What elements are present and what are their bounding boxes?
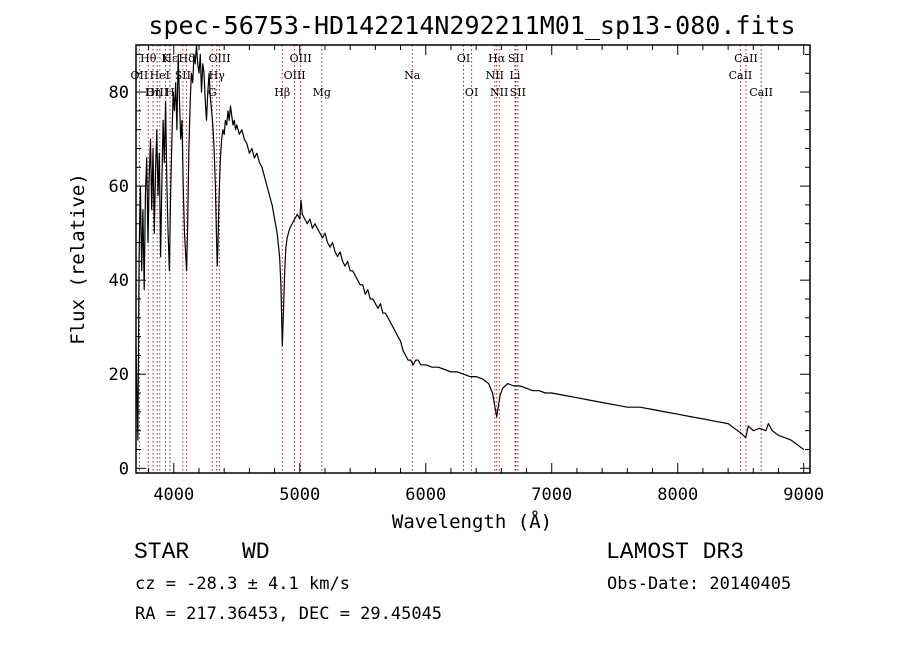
flux-line-0 — [135, 44, 805, 450]
object-class: STAR — [134, 539, 190, 565]
x-tick-label: 4000 — [153, 485, 194, 505]
line-label-14: OIII — [284, 69, 306, 82]
y-tick-label: 60 — [109, 177, 129, 197]
line-label-2: OIII — [146, 86, 168, 99]
line-label-20: NII — [486, 69, 504, 82]
y-tick-label: 80 — [109, 83, 129, 103]
x-axis: 4000 5000 6000 7000 8000 9000 — [148, 45, 824, 505]
line-label-10: G — [208, 86, 217, 99]
line-label-15: OIII — [290, 52, 312, 65]
line-label-7: Hε — [162, 52, 178, 65]
line-label-18: OI — [457, 52, 470, 65]
line-label-1: OII — [131, 69, 149, 82]
line-label-9: Hδ — [179, 52, 196, 65]
line-label-27: CaII — [734, 52, 758, 65]
line-label-12: OIII — [208, 52, 230, 65]
line-label-5: K — [161, 52, 170, 65]
x-axis-label: Wavelength (Å) — [392, 510, 552, 533]
line-label-3: Hη — [145, 86, 161, 99]
chart-title: spec-56753-HD142214N292211M01_sp13-080.f… — [148, 11, 795, 40]
line-label-16: Mg — [313, 86, 331, 99]
x-tick-label: 6000 — [405, 485, 446, 505]
line-label-24: Li — [510, 69, 521, 82]
y-tick-label: 40 — [109, 271, 129, 291]
x-tick-label: 8000 — [657, 485, 698, 505]
x-tick-label: 7000 — [531, 485, 572, 505]
redshift-velocity: cz = -28.3 ± 4.1 km/s — [135, 574, 350, 594]
observation-date: Obs-Date: 20140405 — [607, 574, 792, 594]
spectral-line-markers: HθOIIOIIIHηHeIKHHεSIIHδGHγOIIIHβOIIIOIII… — [131, 45, 773, 473]
flux-series — [135, 44, 805, 450]
survey-name: LAMOST DR3 — [606, 539, 745, 565]
y-tick-label: 20 — [109, 365, 129, 385]
line-label-28: CaII — [749, 86, 773, 99]
line-label-0: Hθ — [140, 52, 157, 65]
line-label-23: SII — [508, 52, 524, 65]
line-label-22: NII — [490, 86, 508, 99]
line-label-6: H — [165, 86, 175, 99]
y-axis-label: Flux (relative) — [67, 173, 89, 345]
line-label-11: Hγ — [209, 69, 226, 82]
line-label-25: SII — [510, 86, 526, 99]
line-label-17: Na — [404, 69, 421, 82]
coordinates: RA = 217.36453, DEC = 29.45045 — [135, 604, 443, 624]
x-tick-label: 9000 — [783, 485, 824, 505]
line-label-13: Hβ — [274, 86, 290, 99]
line-label-21: Hα — [488, 52, 506, 65]
plot-frame — [135, 44, 811, 474]
object-subclass: WD — [242, 539, 270, 565]
line-label-19: OI — [465, 86, 478, 99]
x-tick-label: 5000 — [279, 485, 320, 505]
line-label-26: CaII — [729, 69, 753, 82]
line-label-4: HeI — [150, 69, 170, 82]
y-tick-label: 0 — [119, 459, 129, 479]
y-axis: 0 20 40 60 80 — [109, 53, 810, 479]
